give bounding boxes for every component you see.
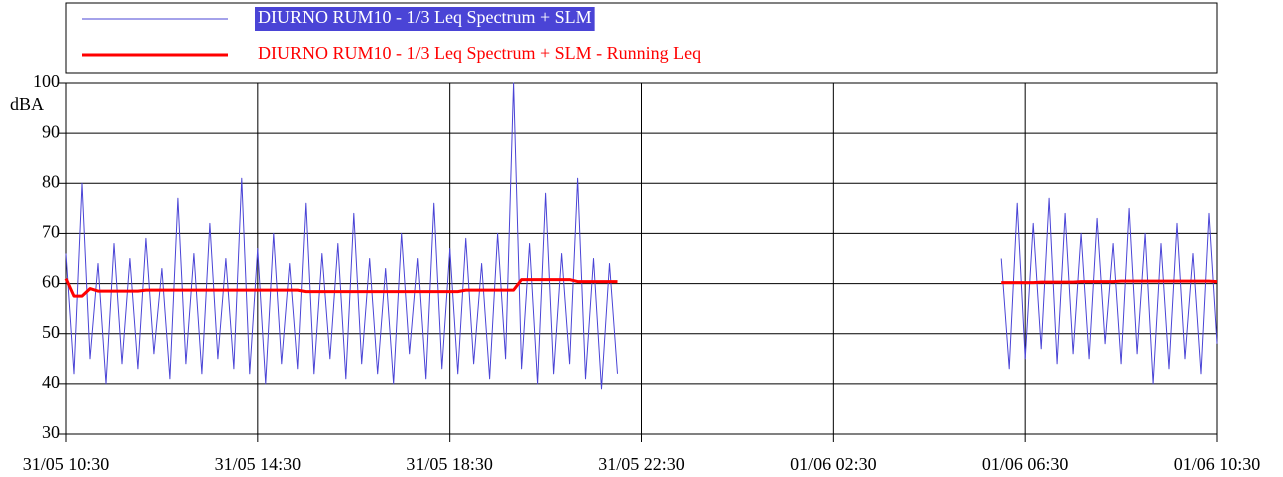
legend-label: DIURNO RUM10 - 1/3 Leq Spectrum + SLM (258, 7, 592, 27)
y-tick-label: 100 (33, 71, 60, 91)
x-tick-label: 31/05 14:30 (215, 454, 302, 474)
y-tick-label: 50 (42, 322, 60, 342)
series-line (64, 277, 1218, 298)
x-tick-label: 01/06 10:30 (1174, 454, 1261, 474)
y-tick-label: 40 (42, 372, 60, 392)
legend-label: DIURNO RUM10 - 1/3 Leq Spectrum + SLM - … (258, 43, 701, 63)
x-tick-label: 01/06 02:30 (790, 454, 877, 474)
y-tick-label: 90 (42, 121, 60, 141)
y-axis-label: dBA (10, 94, 44, 114)
series-line (65, 82, 1218, 390)
y-tick-label: 80 (42, 171, 60, 191)
x-tick-label: 01/06 06:30 (982, 454, 1069, 474)
y-tick-label: 60 (42, 272, 60, 292)
x-tick-label: 31/05 22:30 (598, 454, 685, 474)
x-tick-label: 31/05 10:30 (23, 454, 110, 474)
x-tick-label: 31/05 18:30 (406, 454, 493, 474)
y-tick-label: 70 (42, 222, 60, 242)
y-tick-label: 30 (42, 422, 60, 442)
legend-highlight (255, 7, 595, 31)
